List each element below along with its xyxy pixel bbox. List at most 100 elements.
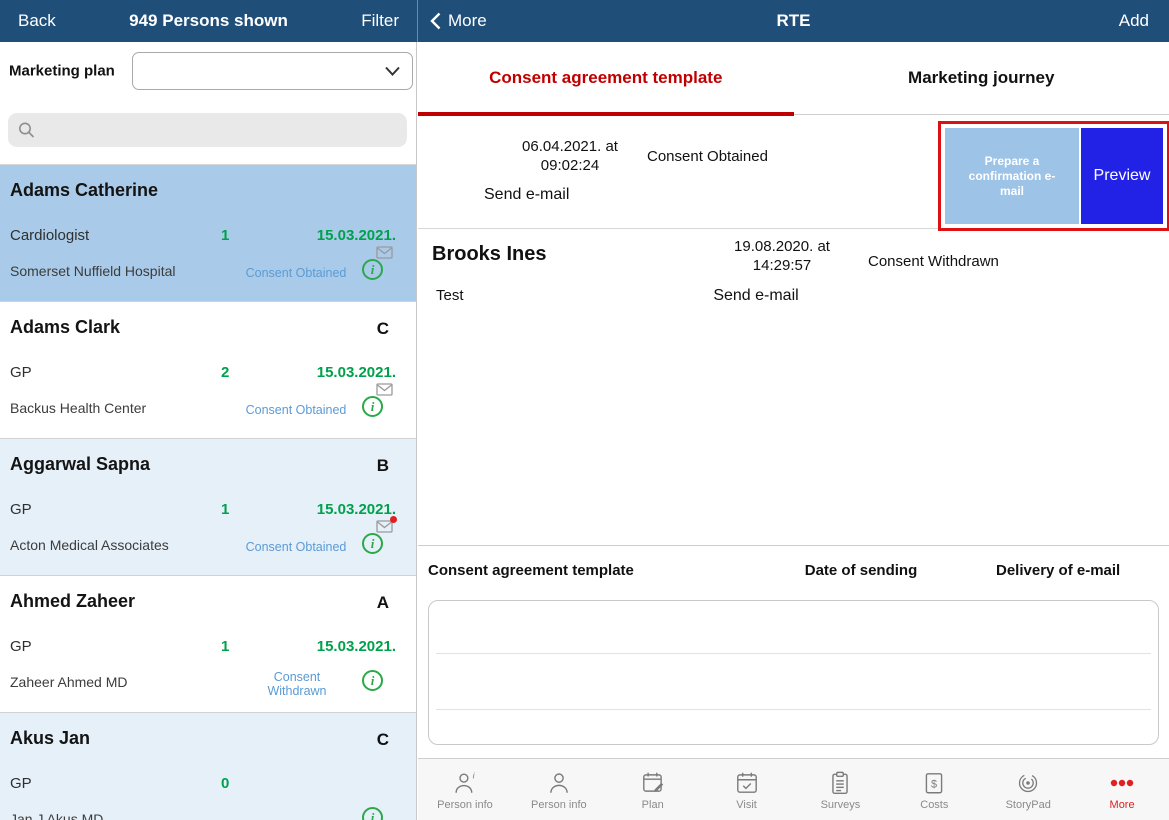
back-button[interactable]: Back: [18, 11, 56, 30]
search-input[interactable]: [8, 113, 407, 147]
person-count: 1: [221, 227, 230, 244]
tabbar-label: Plan: [641, 799, 664, 811]
template-name: Test: [436, 287, 464, 304]
person-row-ahmed-zaheer[interactable]: Ahmed Zaheer A GP 1 15.03.2021. Zaheer A…: [0, 576, 416, 713]
person-specialty: GP: [10, 501, 32, 518]
tab-marketing-journey[interactable]: Marketing journey: [908, 68, 1055, 87]
tabbar-item-more[interactable]: More: [1075, 759, 1169, 820]
svg-text:$: $: [931, 778, 937, 790]
tabbar-label: Person info: [530, 799, 587, 811]
info-icon[interactable]: i: [362, 670, 383, 691]
chevron-down-icon: [385, 66, 400, 76]
highlight-annotation: Prepare a confirmation e-mail Preview: [938, 121, 1169, 231]
column-header-date-of-sending: Date of sending: [804, 562, 918, 579]
column-header-template: Consent agreement template: [428, 562, 634, 579]
visit-icon: [736, 772, 757, 793]
consent-template-row[interactable]: Brooks Ines Test 19.08.2020. at 14:29:57…: [418, 229, 1169, 329]
person-row-adams-clark[interactable]: Adams Clark C GP 2 15.03.2021. Backus He…: [0, 302, 416, 439]
person-date: 15.03.2021.: [316, 638, 396, 655]
consent-template-row[interactable]: 06.04.2021. at 09:02:24 Consent Obtained…: [418, 115, 1169, 231]
info-icon[interactable]: i: [362, 259, 383, 280]
tab-consent-agreement-template[interactable]: Consent agreement template: [418, 42, 794, 116]
right-header-bar: More RTE Add: [417, 0, 1169, 42]
rte-detail-panel: Consent agreement template Marketing jou…: [418, 42, 1169, 820]
plan-icon: [642, 772, 663, 792]
tabbar-item-costs[interactable]: $ Costs: [887, 759, 981, 820]
person-consent-status: Consent Obtained: [245, 540, 347, 554]
tab-bar: Consent agreement template Marketing jou…: [418, 42, 1169, 116]
person-list: Adams Catherine Cardiologist 1 15.03.202…: [0, 164, 416, 820]
person-letter-badge: C: [376, 319, 389, 338]
person-row-akus-jan[interactable]: Akus Jan C GP 0 Jan J Akus MD i: [0, 713, 416, 820]
surveys-icon: [832, 771, 849, 794]
info-icon[interactable]: i: [362, 396, 383, 417]
svg-text:i: i: [473, 771, 476, 781]
person-date: 15.03.2021.: [316, 364, 396, 381]
tabbar-item-surveys[interactable]: Surveys: [794, 759, 888, 820]
person-letter-badge: A: [376, 593, 389, 612]
person-row-adams-catherine[interactable]: Adams Catherine Cardiologist 1 15.03.202…: [0, 165, 416, 302]
consent-status: Consent Obtained: [647, 148, 768, 165]
left-header-bar: Back 949 Persons shown Filter: [0, 0, 417, 42]
sent-datetime: 19.08.2020. at 14:29:57: [702, 237, 862, 275]
person-organization: Jan J Akus MD: [10, 811, 104, 820]
person-list-panel: Marketing plan Adams Catherine Cardiolog…: [0, 42, 417, 820]
person-letter-badge: B: [376, 456, 389, 475]
add-button[interactable]: Add: [1118, 11, 1149, 30]
empty-table-card: [428, 600, 1159, 745]
person-name: Akus Jan: [10, 728, 91, 748]
bottom-tab-bar: i Person info Person info Plan: [418, 758, 1169, 820]
preview-button[interactable]: Preview: [1081, 128, 1163, 224]
person-name: Aggarwal Sapna: [10, 454, 151, 474]
tabbar-item-person-info-1[interactable]: i Person info: [418, 759, 512, 820]
person-date: 15.03.2021.: [316, 227, 396, 244]
person-consent-status: Consent Obtained: [245, 403, 347, 417]
tabbar-label: Costs: [920, 799, 949, 811]
person-name: Adams Clark: [10, 317, 121, 337]
prepare-confirmation-email-button[interactable]: Prepare a confirmation e-mail: [945, 128, 1079, 224]
marketing-plan-row: Marketing plan: [0, 42, 416, 100]
sent-time: 14:29:57: [752, 257, 812, 274]
info-icon[interactable]: i: [362, 533, 383, 554]
person-count: 1: [221, 501, 230, 518]
send-email-button[interactable]: Send e-mail: [713, 287, 799, 304]
costs-icon: $: [926, 773, 943, 794]
person-organization: Somerset Nuffield Hospital: [10, 263, 176, 279]
send-email-button[interactable]: Send e-mail: [484, 186, 570, 203]
sender-name: Brooks Ines: [432, 243, 547, 265]
envelope-icon: [376, 516, 397, 533]
person-specialty: GP: [10, 364, 32, 381]
filter-button[interactable]: Filter: [361, 11, 399, 30]
person-consent-status: Consent Withdrawn: [267, 670, 327, 698]
person-organization: Acton Medical Associates: [10, 537, 169, 553]
marketing-plan-select[interactable]: [132, 52, 413, 90]
person-name: Adams Catherine: [10, 180, 159, 200]
section-divider: [418, 545, 1169, 546]
envelope-icon: [376, 383, 393, 396]
tabbar-label: StoryPad: [1005, 799, 1051, 811]
tabbar-item-plan[interactable]: Plan: [606, 759, 700, 820]
envelope-icon: [376, 246, 393, 259]
person-info-icon: i: [455, 771, 476, 793]
tabbar-label: Surveys: [820, 799, 861, 811]
person-row-aggarwal-sapna[interactable]: Aggarwal Sapna B GP 1 15.03.2021. Acton …: [0, 439, 416, 576]
notification-dot: [390, 516, 397, 523]
person-specialty: GP: [10, 775, 32, 792]
back-chevron-icon: [430, 12, 441, 30]
more-back-label: More: [448, 11, 487, 30]
person-consent-status: Consent Obtained: [245, 266, 347, 280]
sent-datetime: 06.04.2021. at 09:02:24: [490, 137, 650, 175]
tabbar-item-storypad[interactable]: StoryPad: [981, 759, 1075, 820]
column-header-delivery: Delivery of e-mail: [996, 562, 1121, 579]
sent-time: 09:02:24: [540, 157, 600, 174]
tabbar-item-visit[interactable]: Visit: [700, 759, 794, 820]
more-back-button[interactable]: More: [430, 0, 487, 42]
tabbar-item-person-info-2[interactable]: Person info: [512, 759, 606, 820]
tabbar-label: More: [1109, 799, 1135, 811]
info-icon[interactable]: i: [362, 807, 383, 820]
sent-date: 06.04.2021. at: [522, 138, 618, 155]
person-specialty: GP: [10, 638, 32, 655]
person-name: Ahmed Zaheer: [10, 591, 136, 611]
top-header: Back 949 Persons shown Filter More RTE A…: [0, 0, 1169, 42]
